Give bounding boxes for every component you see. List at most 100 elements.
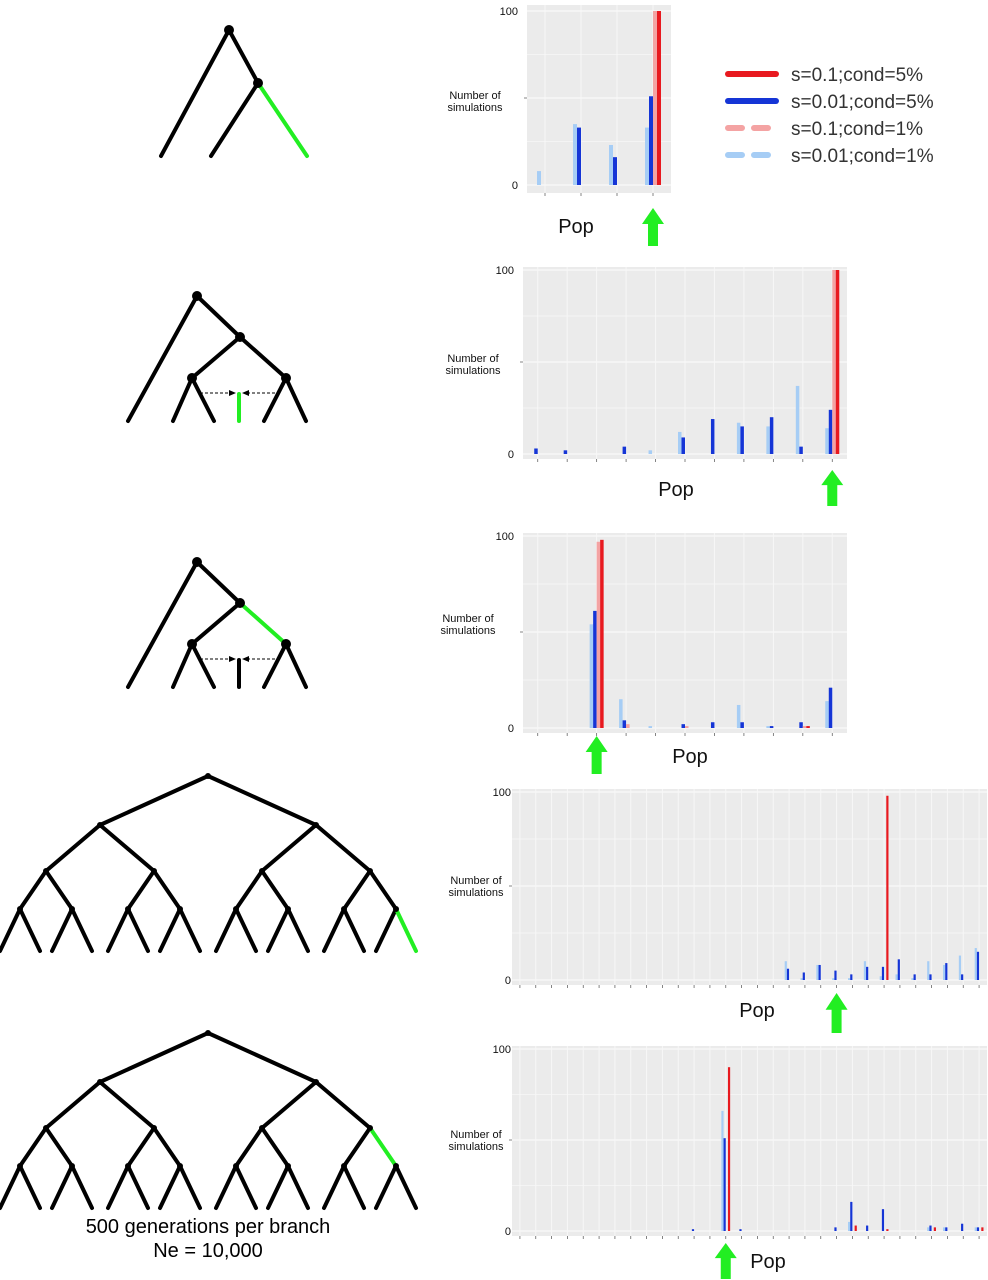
bar xyxy=(766,426,770,454)
selected-branch xyxy=(256,81,309,158)
bar xyxy=(974,1227,977,1231)
bar xyxy=(961,1223,964,1231)
bar xyxy=(828,409,833,454)
bar xyxy=(626,724,630,728)
bar xyxy=(577,127,581,185)
xlabel: Pop xyxy=(672,746,708,768)
bar xyxy=(593,610,597,728)
migration-arrows-2 xyxy=(200,390,280,396)
ytick-label: 100 xyxy=(500,6,518,18)
bar xyxy=(589,624,594,728)
bars xyxy=(589,539,833,728)
bar xyxy=(727,1067,731,1231)
bar xyxy=(854,1225,857,1231)
legend-item: s=0.1;cond=1% xyxy=(725,119,923,140)
bar xyxy=(657,11,661,185)
bar xyxy=(596,541,601,728)
tree-5 xyxy=(0,1030,418,1210)
bar xyxy=(850,974,853,980)
bar xyxy=(740,426,744,454)
bar xyxy=(806,726,810,728)
bar xyxy=(766,726,770,728)
bar xyxy=(976,951,980,980)
bar xyxy=(799,446,803,454)
bar xyxy=(943,1227,946,1231)
migration-arrows-3 xyxy=(200,656,280,662)
highlight-arrow-icon xyxy=(821,470,844,506)
bar xyxy=(958,955,962,980)
tree-4 xyxy=(0,773,418,953)
bar xyxy=(886,1229,889,1231)
bar xyxy=(723,1138,726,1231)
bar xyxy=(736,422,741,454)
plot-panel xyxy=(512,1046,987,1236)
bar xyxy=(974,948,977,980)
selected-branch xyxy=(368,1126,398,1168)
legend-item: s=0.01;cond=5% xyxy=(725,92,934,113)
bar xyxy=(769,726,774,728)
bar xyxy=(710,419,715,454)
ytick-label: 100 xyxy=(496,265,514,277)
bar xyxy=(945,963,948,980)
bar xyxy=(648,726,653,728)
xlabel: Pop xyxy=(558,216,594,238)
bars xyxy=(534,270,840,454)
chart-4: 100 0 Number of simulations Pop xyxy=(448,787,987,1033)
ytick-label: 0 xyxy=(505,1226,511,1238)
bar xyxy=(848,1221,851,1231)
ylabel: Number of simulations xyxy=(440,613,496,637)
ytick-label: 100 xyxy=(493,1044,511,1056)
bar xyxy=(619,699,623,728)
bar xyxy=(685,726,689,728)
bar xyxy=(786,968,790,980)
bar xyxy=(600,539,604,728)
legend-label: s=0.1;cond=1% xyxy=(791,119,923,140)
highlight-arrow-icon xyxy=(642,208,664,246)
legend-item: s=0.01;cond=1% xyxy=(725,146,934,167)
bar xyxy=(802,972,805,980)
bar xyxy=(769,417,774,454)
bar xyxy=(740,722,744,728)
ylabel: Number of simulations xyxy=(447,90,503,114)
bar xyxy=(622,446,627,454)
bar xyxy=(834,1227,837,1231)
bar xyxy=(981,1227,984,1231)
bar xyxy=(832,270,836,454)
bars xyxy=(691,1067,984,1231)
xlabel: Pop xyxy=(750,1251,786,1273)
bar xyxy=(818,964,821,980)
bar xyxy=(886,795,889,980)
plot-panel xyxy=(512,789,987,985)
bar xyxy=(961,974,964,980)
bar xyxy=(681,724,685,728)
bar xyxy=(881,966,885,980)
ytick-label: 0 xyxy=(512,180,518,192)
xlabel: Pop xyxy=(658,479,694,501)
caption-line-1: 500 generations per branch xyxy=(86,1216,331,1238)
bar xyxy=(609,144,613,185)
tree-2 xyxy=(126,291,308,423)
legend: s=0.1;cond=5% s=0.01;cond=5% s=0.1;cond=1%… xyxy=(725,65,934,167)
bar xyxy=(691,1229,695,1231)
chart-5: 100 0 Number of simulations Pop xyxy=(448,1044,987,1279)
bar xyxy=(739,1229,742,1231)
chart-1: 100 0 Number of simulations Pop xyxy=(447,5,671,246)
bars xyxy=(784,795,980,980)
bar xyxy=(573,124,577,185)
ytick-label: 100 xyxy=(496,531,514,543)
bar xyxy=(799,722,803,728)
bar xyxy=(563,450,568,454)
bars xyxy=(537,11,661,185)
bar xyxy=(537,171,541,185)
bar xyxy=(784,961,787,980)
bar xyxy=(825,428,829,454)
bar xyxy=(653,11,657,185)
tree-3 xyxy=(126,557,308,689)
bar xyxy=(927,1227,930,1231)
legend-label: s=0.01;cond=1% xyxy=(791,146,934,167)
highlight-arrow-icon xyxy=(825,993,848,1033)
ytick-label: 0 xyxy=(505,975,511,987)
highlight-arrow-icon xyxy=(714,1243,737,1279)
bar xyxy=(927,961,930,980)
